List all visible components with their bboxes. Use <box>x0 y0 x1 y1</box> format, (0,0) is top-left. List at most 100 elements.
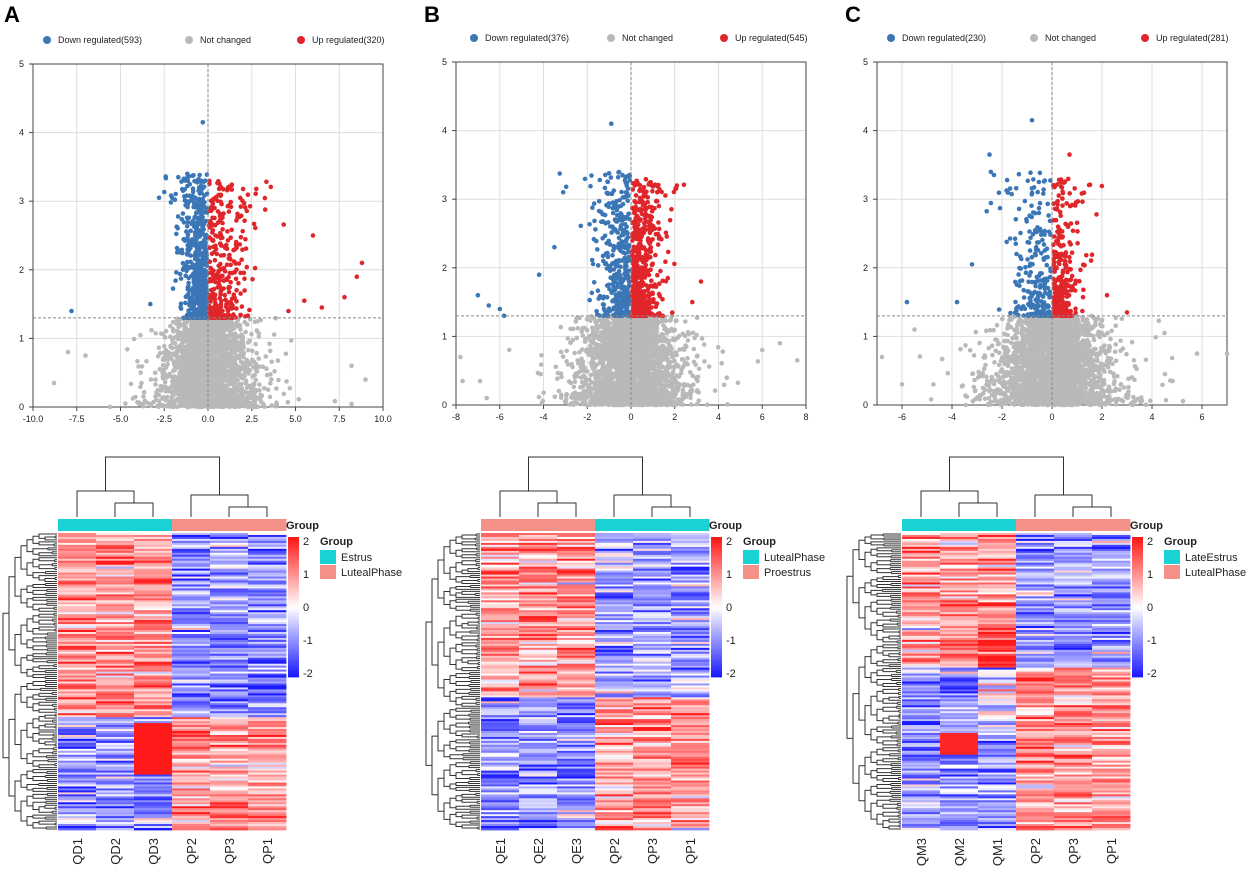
x-tick-label: -8 <box>452 412 460 422</box>
down-regulated-point <box>182 238 188 243</box>
up-regulated-point <box>225 203 231 209</box>
up-regulated-point <box>216 263 221 269</box>
not-changed-point <box>172 340 178 346</box>
row-dendrogram-branch <box>20 588 27 604</box>
row-dendrogram-branch <box>38 692 53 697</box>
not-changed-point <box>253 341 258 347</box>
row-dendrogram-branch <box>38 541 55 546</box>
not-changed-point <box>287 386 293 391</box>
legend-up-label: Up regulated(545) <box>735 33 808 43</box>
not-changed-point <box>253 377 259 383</box>
up-regulated-point <box>234 288 239 293</box>
row-dendrogram-branch <box>38 613 54 618</box>
up-regulated-point <box>242 205 248 210</box>
up-regulated-point <box>208 265 213 271</box>
down-regulated-point <box>178 306 184 311</box>
y-tick-label: 4 <box>19 128 24 138</box>
up-regulated-point <box>241 201 247 206</box>
x-tick-label: 10.0 <box>374 414 392 424</box>
up-regulated-point <box>264 179 269 185</box>
not-changed-point <box>216 356 221 362</box>
colorbar-tick-label: 1 <box>303 569 309 581</box>
up-regulated-point <box>242 276 247 282</box>
not-changed-point <box>174 318 180 323</box>
down-regulated-point <box>202 178 208 183</box>
not-changed-point <box>210 360 215 366</box>
up-regulated-point <box>342 294 347 300</box>
not-changed-point <box>83 353 88 358</box>
up-regulated-point <box>229 227 234 233</box>
y-tick-label: 3 <box>19 196 24 206</box>
group-annotation-cell <box>210 519 249 531</box>
up-regulated-point <box>236 280 241 286</box>
down-regulated-point <box>187 181 193 187</box>
row-dendrogram-branch <box>32 674 47 678</box>
x-tick-label: -6 <box>496 412 504 422</box>
down-regulated-point <box>175 214 181 219</box>
not-changed-point <box>243 378 249 384</box>
not-changed-point <box>212 396 217 401</box>
not-changed-point <box>189 400 194 406</box>
not-changed-point <box>172 351 177 357</box>
not-changed-point <box>267 394 273 400</box>
row-dendrogram-branch <box>38 708 55 713</box>
group-annotation-cell <box>96 519 135 531</box>
row-dendrogram-branch <box>32 628 48 635</box>
not-changed-point <box>190 321 196 327</box>
not-changed-point <box>218 403 223 409</box>
down-regulated-point <box>162 189 167 195</box>
not-changed-point <box>276 377 281 383</box>
down-regulated-point <box>181 220 187 225</box>
not-changed-point <box>232 357 238 363</box>
up-regulated-point <box>286 308 291 314</box>
down-regulated-point <box>190 193 195 198</box>
row-dendrogram-branch <box>14 556 21 597</box>
up-regulated-point <box>226 209 232 214</box>
not-changed-point <box>224 345 229 351</box>
row-dendrogram-branch <box>26 585 33 593</box>
up-regulated-point <box>238 291 243 296</box>
row-dendrogram-branch <box>32 733 39 742</box>
row-dendrogram-branch <box>32 681 46 686</box>
down-regulated-point <box>189 221 194 226</box>
y-tick-label: 5 <box>442 57 447 67</box>
row-dendrogram-branch <box>44 723 55 728</box>
down-regulated-point <box>189 295 195 300</box>
row-dendrogram-branch <box>44 536 55 541</box>
not-changed-point <box>230 350 236 355</box>
group-annotation-cell <box>248 519 287 531</box>
up-regulated-point <box>208 287 214 293</box>
y-tick-label: 1 <box>19 333 24 343</box>
down-regulated-point <box>174 250 180 255</box>
y-tick-label: 2 <box>442 263 447 273</box>
not-changed-point <box>199 391 205 396</box>
down-regulated-point <box>187 199 192 204</box>
down-regulated-point <box>191 264 197 270</box>
x-tick-label: 0.0 <box>202 414 215 424</box>
group-legend-label: Estrus <box>341 552 373 564</box>
not-changed-point <box>242 319 247 325</box>
not-changed-point <box>199 368 204 373</box>
up-regulated-point <box>240 228 245 234</box>
row-dendrogram-branch <box>32 822 47 829</box>
not-changed-point <box>246 347 251 353</box>
not-changed-point <box>163 328 169 334</box>
heatmap <box>2 456 287 831</box>
not-changed-point <box>195 362 201 367</box>
not-changed-point <box>229 338 234 344</box>
up-regulated-point <box>247 307 252 313</box>
row-dendrogram-branch <box>8 718 15 797</box>
row-dendrogram-branch <box>26 770 33 779</box>
down-regulated-point <box>156 195 162 201</box>
up-regulated-point <box>237 242 243 247</box>
not-changed-point <box>281 391 287 397</box>
not-changed-point <box>51 380 57 386</box>
up-regulated-point <box>218 304 224 310</box>
not-changed-point <box>175 332 180 338</box>
down-regulated-point <box>197 196 202 202</box>
down-regulated-point <box>195 221 200 227</box>
down-regulated-point <box>202 259 208 264</box>
legend-up-swatch <box>297 36 305 44</box>
down-regulated-point <box>190 303 195 308</box>
up-regulated-point <box>232 247 238 252</box>
